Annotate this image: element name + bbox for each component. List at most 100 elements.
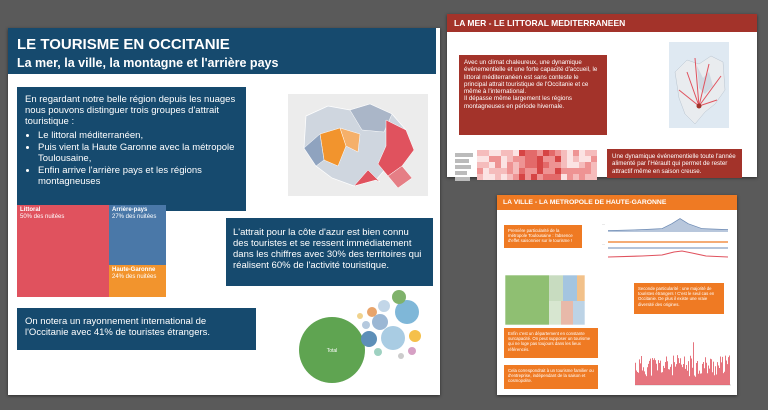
heatmap-cell [525,162,531,168]
heatmap-cell [573,150,579,156]
heatmap-cell [477,168,483,174]
heatmap-cell [567,174,573,180]
heatmap-cell [549,150,555,156]
heatmap-cell [573,168,579,174]
heatmap-cell [573,156,579,162]
coast-text-box: L'attrait pour la côte d'azur est bien c… [226,218,433,286]
heatmap-cell [519,174,525,180]
heatmap-cell [477,150,483,156]
heatmap-cell [489,156,495,162]
bubble-total-label: Total [327,348,338,354]
heatmap-cell [513,162,519,168]
heatmap-cell [591,162,597,168]
heatmap-cell [537,156,543,162]
treemap-sub: 27% des nuitées [112,214,157,220]
treemap-littoral: Littoral 50% des nuitées [17,205,109,297]
heatmap-cell [579,162,585,168]
heatmap-cell [519,162,525,168]
heatmap-cell [525,168,531,174]
heatmap-cell [585,174,591,180]
heatmap-cell [531,150,537,156]
heatmap-cell [501,150,507,156]
heatmap-cell [549,156,555,162]
heatmap-cell [489,174,495,180]
heatmap-cell [495,156,501,162]
heatmap-cell [531,162,537,168]
heatmap-labels [455,151,475,181]
heatmap-cell [477,162,483,168]
heatmap-cell [555,162,561,168]
heatmap-cell [477,174,483,180]
heatmap-cell [513,174,519,180]
ville-box-2: Seconde particularité : une majorité de … [634,283,724,314]
heatmap-cell [579,174,585,180]
svg-text:—: — [602,242,605,246]
heatmap-cell [537,168,543,174]
heatmap-cell [543,174,549,180]
heatmap-cell [507,150,513,156]
heatmap-cell [567,162,573,168]
ville-box-3: Enfin c'est un département en constante … [504,328,598,358]
main-slide[interactable]: LE TOURISME EN OCCITANIE La mer, la vill… [8,28,440,395]
heatmap-cell [507,174,513,180]
heatmap-cell [567,150,573,156]
intro-bullets: Le littoral méditerranéen, Puis vient la… [25,130,238,187]
intl-text-box: On notera un rayonnement international d… [17,308,256,350]
svg-text:—: — [602,222,605,226]
bubble-chart: Total [299,290,421,383]
heatmap-cell [507,156,513,162]
heatmap-cell [585,168,591,174]
heatmap-cell [573,174,579,180]
heatmap-cell [591,150,597,156]
heatmap-cell [591,174,597,180]
heatmap-cell [561,150,567,156]
heatmap-cell [495,168,501,174]
mer-text-box-2: Une dynamique événementielle toute l'ann… [607,149,742,178]
heatmap-cell [579,156,585,162]
treemap-haute-garonne: Haute-Garonne 24% des nuitées [109,265,166,297]
heatmap-cell [525,174,531,180]
heatmap-cell [585,156,591,162]
mer-slide[interactable]: LA MER - LE LITTORAL MEDITERRANEEN Avec … [447,14,757,181]
ville-title: LA VILLE - LA METROPOLE DE HAUTE-GARONNE [497,195,737,210]
treemap-label: Littoral [20,207,41,213]
daily-occupancy-chart [635,342,731,386]
treemap-sub: 50% des nuitées [20,214,65,220]
heatmap-cell [507,162,513,168]
heatmap-cell [513,150,519,156]
heatmap-cell [507,168,513,174]
heatmap-cell [543,162,549,168]
heatmap-cell [501,162,507,168]
heatmap-cell [561,162,567,168]
heatmap-cell [555,150,561,156]
mer-title: LA MER - LE LITTORAL MEDITERRANEEN [447,14,757,32]
bullet-item: Le littoral méditerranéen, [38,130,238,141]
treemap-sub: 24% des nuitées [112,274,157,280]
occitanie-map [288,94,428,196]
heatmap-cell [483,156,489,162]
heatmap-cell [549,174,555,180]
heatmap-cell [537,174,543,180]
europe-flow-map [669,42,729,128]
heatmap-cell [483,168,489,174]
heatmap-cell [525,156,531,162]
heatmap-cell [543,168,549,174]
mer-text-1: Avec un climat chaleureux, une dynamique… [464,59,598,96]
heatmap-cell [513,156,519,162]
heatmap-cell [573,162,579,168]
heatmap-cell [531,156,537,162]
heatmap-cell [549,162,555,168]
heatmap-cell [567,156,573,162]
heatmap-cell [591,156,597,162]
heatmap-cell [579,150,585,156]
ville-slide[interactable]: LA VILLE - LA METROPOLE DE HAUTE-GARONNE… [497,195,737,395]
heatmap-cell [501,168,507,174]
heatmap-cell [585,150,591,156]
heatmap-cell [519,168,525,174]
bullet-item: Puis vient la Haute Garonne avec la métr… [38,142,238,164]
heatmap-cell [561,156,567,162]
heatmap-cell [519,150,525,156]
intro-box: En regardant notre belle région depuis l… [17,87,246,211]
heatmap-cell [525,150,531,156]
treemap-label: Arrière-pays [112,207,148,213]
